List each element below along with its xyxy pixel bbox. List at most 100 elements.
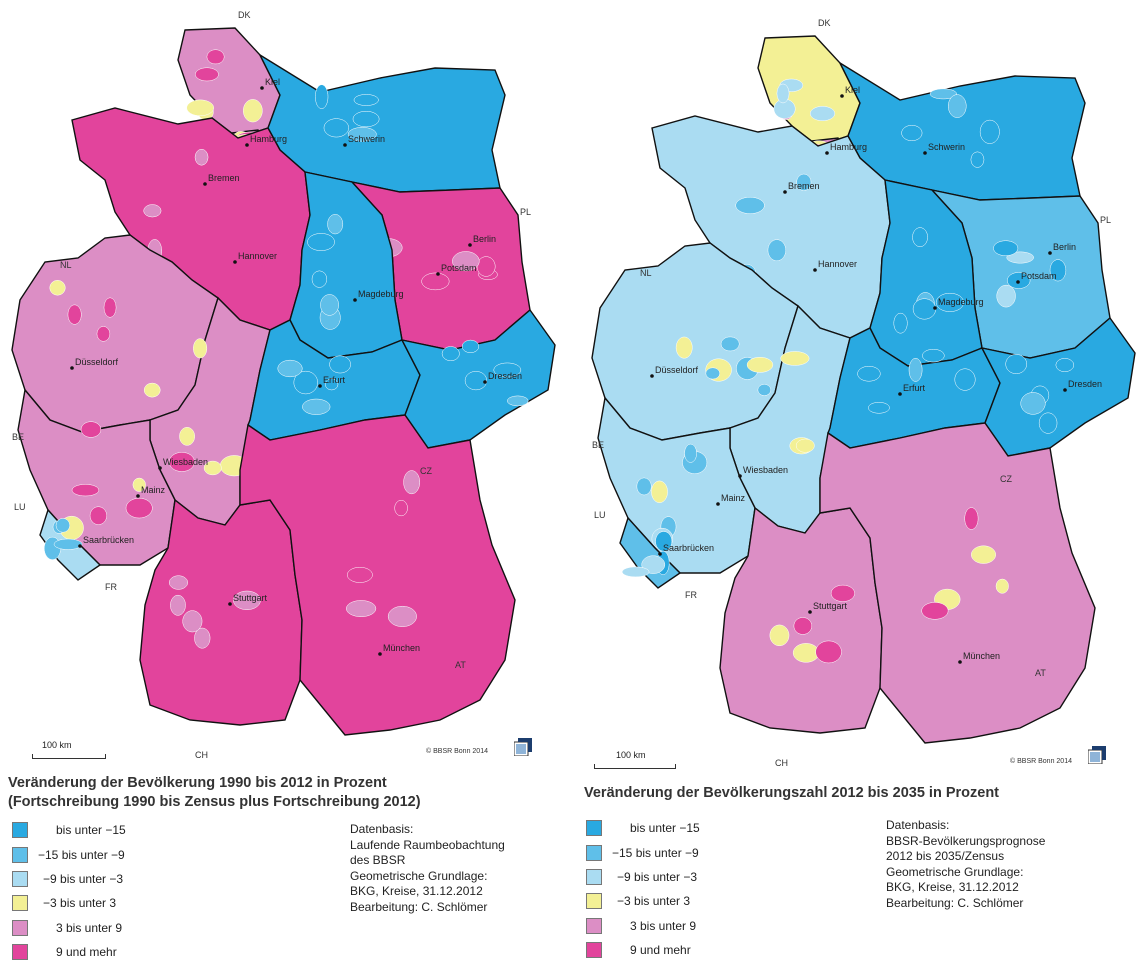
district-patch bbox=[964, 507, 979, 530]
legend-item: −15 bis unter −9 bbox=[12, 842, 126, 866]
district-patch bbox=[96, 326, 111, 342]
legend-item: 3 bis unter 9 bbox=[586, 914, 700, 938]
district-patch bbox=[995, 578, 1009, 594]
legend-swatch bbox=[12, 846, 28, 863]
district-patch bbox=[353, 94, 379, 106]
district-patch bbox=[720, 336, 740, 352]
district-patch bbox=[1049, 259, 1067, 282]
city-dot-icon bbox=[78, 544, 82, 548]
district-patch bbox=[387, 605, 417, 627]
district-patch bbox=[929, 88, 957, 100]
legend-label: 9 und mehr bbox=[56, 945, 117, 960]
district-patch bbox=[476, 256, 496, 277]
city-dot-icon bbox=[933, 306, 937, 310]
legend-label: bis unter −15 bbox=[630, 821, 700, 836]
state-region-by bbox=[819, 422, 1096, 744]
source-line: BBSR-Bevölkerungsprognose bbox=[886, 833, 1046, 848]
source-note: Datenbasis: BBSR-Bevölkerungsprognose 20… bbox=[886, 818, 1045, 911]
district-patch bbox=[757, 384, 772, 396]
district-patch bbox=[80, 421, 102, 438]
country-label: BE bbox=[592, 440, 604, 450]
district-patch bbox=[320, 294, 339, 316]
legend-item: −9 bis unter −3 bbox=[586, 865, 700, 889]
district-patch bbox=[651, 480, 668, 503]
legend-swatch bbox=[12, 919, 28, 936]
legend-swatch bbox=[586, 917, 602, 934]
country-label: CZ bbox=[420, 466, 432, 476]
country-label: DK bbox=[818, 18, 831, 28]
district-patch bbox=[441, 346, 460, 361]
district-patch bbox=[922, 348, 945, 363]
district-patch bbox=[193, 338, 208, 359]
city-dot-icon bbox=[203, 182, 207, 186]
city-label: Hannover bbox=[818, 259, 857, 269]
state-region-bw bbox=[139, 498, 303, 726]
city-dot-icon bbox=[783, 190, 787, 194]
district-patch bbox=[921, 602, 949, 620]
city-label: Schwerin bbox=[928, 142, 965, 152]
state-region-sn bbox=[980, 316, 1136, 457]
city-dot-icon bbox=[738, 474, 742, 478]
legend-swatch bbox=[12, 944, 28, 961]
legend-item: bis unter −15 bbox=[586, 816, 700, 840]
city-label: Potsdam bbox=[1021, 271, 1057, 281]
district-patch bbox=[323, 118, 349, 138]
district-patch bbox=[1006, 251, 1034, 264]
choropleth-map: Kiel Hamburg Bremen Schwerin Berlin Potsdam Ha… bbox=[11, 10, 556, 760]
copyright-text: © BBSR Bonn 2014 bbox=[1010, 758, 1072, 765]
source-line: BKG, Kreise, 31.12.2012 bbox=[886, 880, 1019, 894]
copyright-text: © BBSR Bonn 2014 bbox=[426, 748, 488, 755]
country-label: NL bbox=[60, 260, 72, 270]
city-label: Hamburg bbox=[250, 134, 287, 144]
district-patch bbox=[168, 452, 195, 472]
source-note: Datenbasis: Laufende Raumbeobachtung des… bbox=[350, 822, 505, 915]
legend-swatch bbox=[12, 895, 28, 912]
district-patch bbox=[901, 125, 923, 141]
legend-item: −15 bis unter −9 bbox=[586, 840, 700, 864]
city-label: Potsdam bbox=[441, 263, 477, 273]
map-title-line-1: Veränderung der Bevölkerungszahl 2012 bi… bbox=[584, 785, 1000, 801]
district-patch bbox=[993, 240, 1019, 256]
district-patch bbox=[857, 365, 881, 382]
city-label: Stuttgart bbox=[813, 601, 848, 611]
district-patch bbox=[53, 538, 83, 550]
city-label: Dresden bbox=[488, 371, 522, 381]
source-line: Bearbeitung: C. Schlömer bbox=[886, 895, 1024, 910]
district-patch bbox=[769, 624, 790, 647]
district-patch bbox=[793, 617, 813, 635]
district-patch bbox=[893, 312, 908, 334]
district-patch bbox=[780, 351, 810, 366]
city-label: Magdeburg bbox=[358, 289, 404, 299]
district-patch bbox=[203, 460, 222, 476]
city-label: Berlin bbox=[1053, 242, 1076, 252]
city-label: Kiel bbox=[845, 85, 860, 95]
legend-item: −3 bis unter 3 bbox=[12, 891, 126, 915]
legend-item: 3 bis unter 9 bbox=[12, 916, 126, 940]
district-patch bbox=[461, 339, 480, 354]
city-dot-icon bbox=[1048, 251, 1052, 255]
city-label: Hamburg bbox=[830, 142, 867, 152]
bbsr-logo-icon bbox=[1087, 746, 1106, 765]
district-patch bbox=[493, 362, 522, 378]
source-line: 2012 bis 2035/Zensus bbox=[886, 849, 1005, 863]
legend-item: −9 bis unter −3 bbox=[12, 867, 126, 891]
legend-item: −3 bis unter 3 bbox=[586, 889, 700, 913]
district-patch bbox=[307, 233, 335, 251]
district-patch bbox=[979, 119, 1000, 144]
city-dot-icon bbox=[136, 494, 140, 498]
district-patch bbox=[796, 173, 812, 191]
district-patch bbox=[830, 584, 855, 602]
district-patch bbox=[868, 402, 890, 414]
city-dot-icon bbox=[813, 268, 817, 272]
city-dot-icon bbox=[716, 502, 720, 506]
country-label: AT bbox=[455, 660, 466, 670]
legend-swatch bbox=[12, 822, 28, 839]
city-dot-icon bbox=[825, 151, 829, 155]
district-patch bbox=[815, 640, 842, 664]
source-line: des BBSR bbox=[350, 853, 406, 867]
city-dot-icon bbox=[468, 243, 472, 247]
district-patch bbox=[206, 49, 225, 65]
city-label: Saarbrücken bbox=[83, 535, 134, 545]
city-label: Berlin bbox=[473, 234, 496, 244]
district-patch bbox=[912, 298, 937, 320]
